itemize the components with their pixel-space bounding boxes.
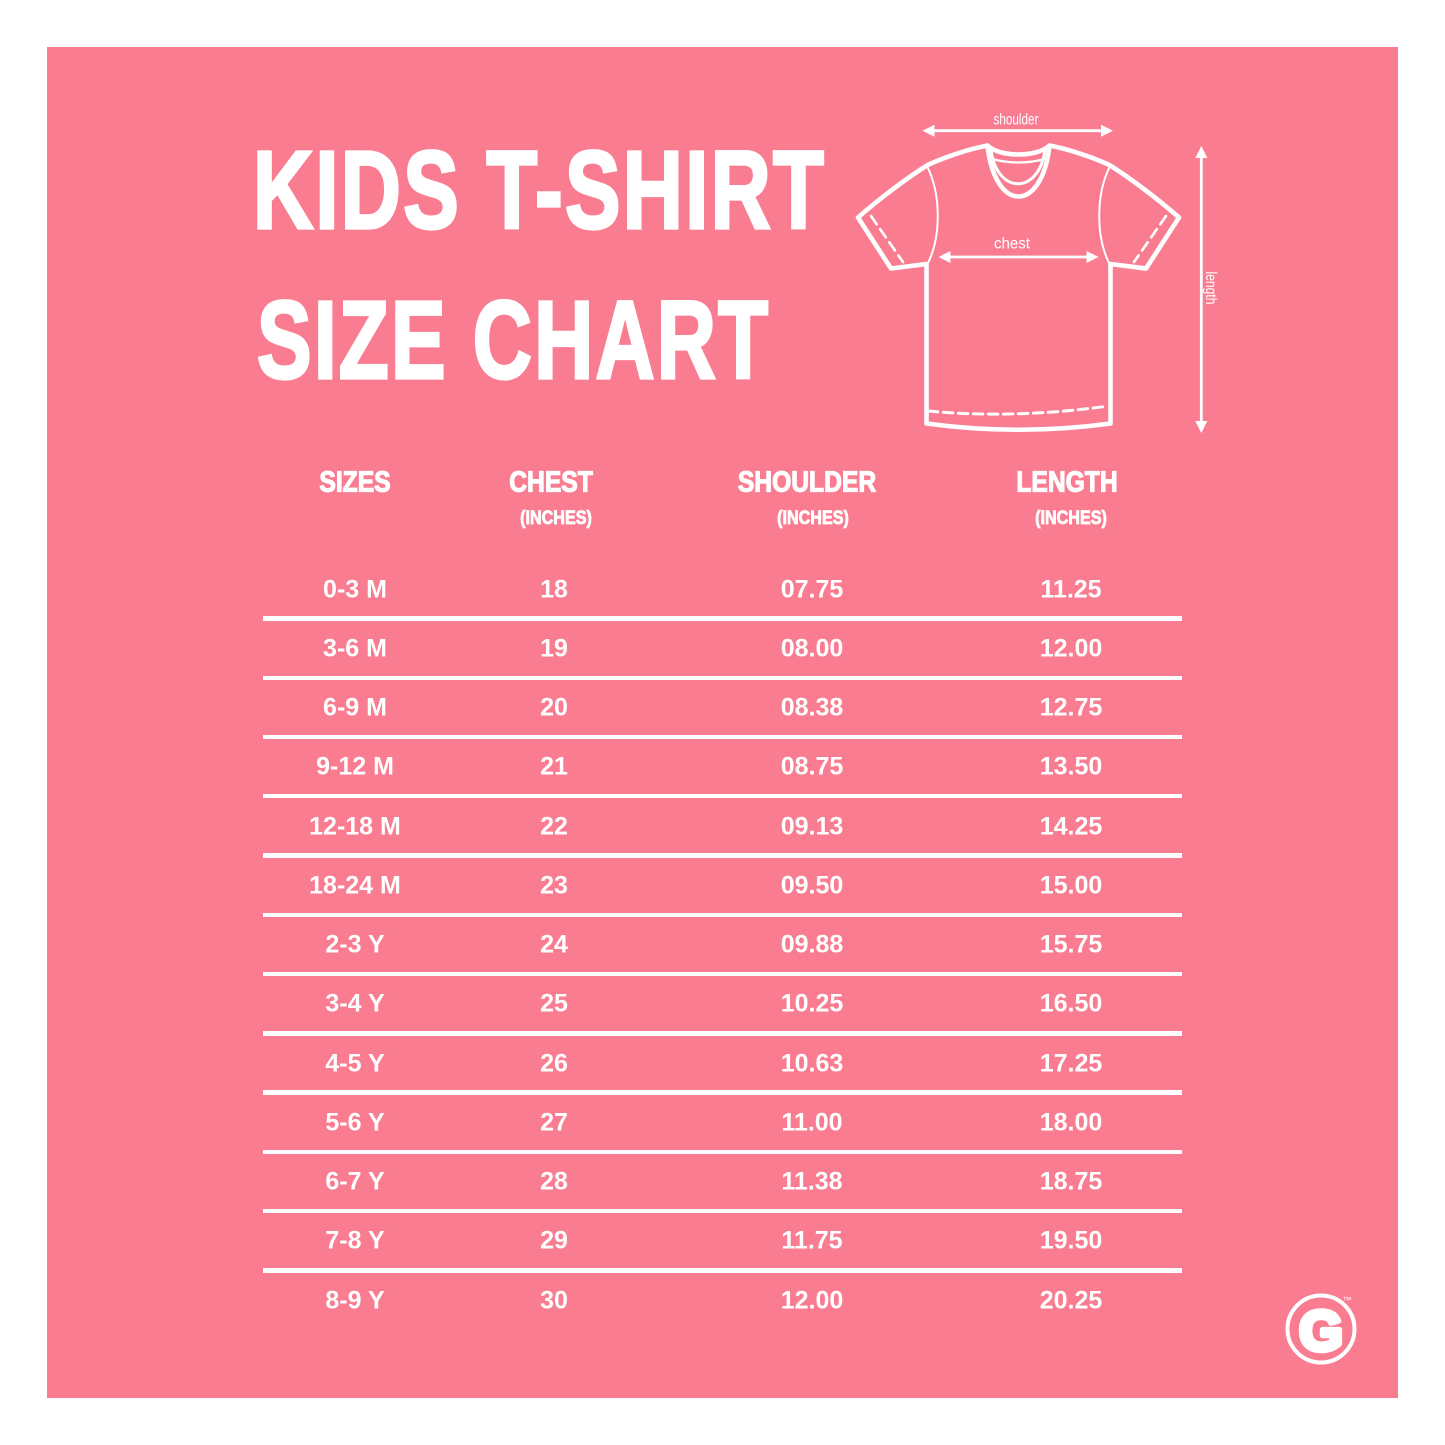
svg-text:G: G — [1299, 1299, 1343, 1362]
svg-text:shoulder: shoulder — [994, 112, 1039, 129]
svg-text:chest: chest — [994, 236, 1031, 253]
svg-text:™: ™ — [1343, 1295, 1352, 1305]
svg-text:length: length — [1202, 272, 1219, 305]
